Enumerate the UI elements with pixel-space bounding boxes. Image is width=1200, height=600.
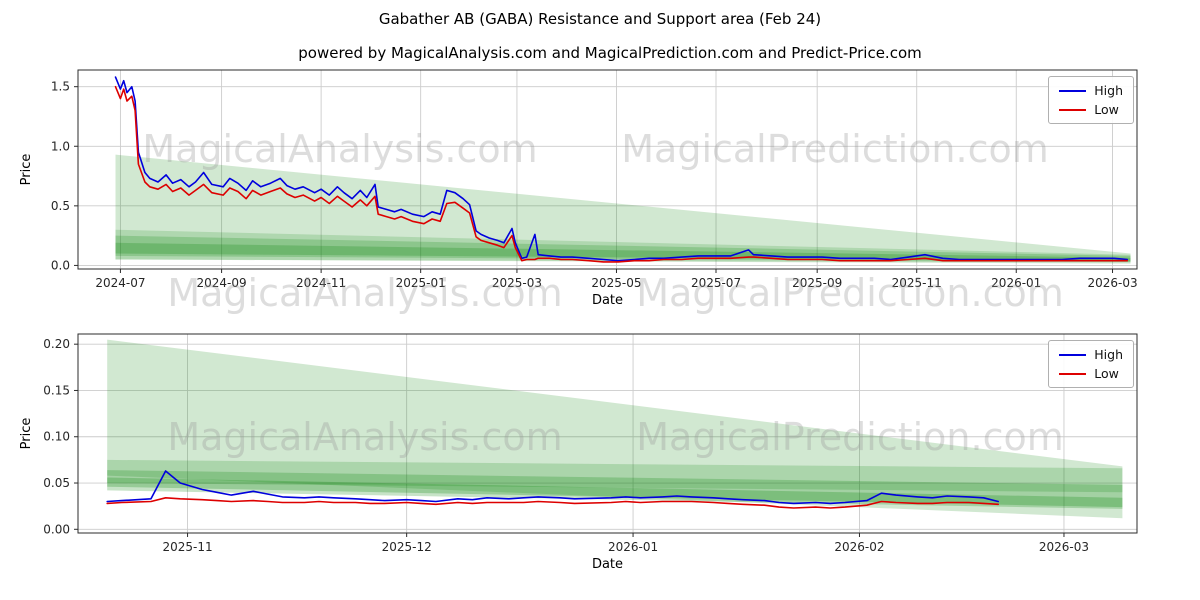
y-tick-label: 1.0 <box>51 139 70 153</box>
x-tick-label: 2026-03 <box>1039 540 1089 554</box>
legend-bottom-chart: High Low <box>1048 340 1134 388</box>
x-tick-label: 2024-09 <box>197 276 247 290</box>
figure-title: Gabather AB (GABA) Resistance and Suppor… <box>378 10 822 28</box>
x-tick-label: 2026-02 <box>834 540 884 554</box>
high-line-swatch <box>1059 89 1087 92</box>
legend-label-low: Low <box>1094 102 1119 117</box>
axis-ticks: 2024-07 2024-09 2024-11 2025-01 2025-03 2025-… <box>51 80 1138 290</box>
gridlines <box>78 334 1137 533</box>
high-line-swatch <box>1059 353 1087 356</box>
y-axis-label: Price <box>19 418 34 450</box>
low-line <box>106 496 1000 509</box>
legend-item-high: High <box>1059 345 1123 364</box>
support-resistance-bands <box>107 339 1123 519</box>
axis-ticks: 2025-11 2025-12 2026-01 2026-02 2026-03 0.00 0… <box>43 337 1089 554</box>
low-line <box>114 85 1128 263</box>
x-tick-label: 2025-07 <box>691 276 741 290</box>
subplot-top: 2024-07 2024-09 2024-11 2025-01 2025-03 2025-… <box>19 69 1138 308</box>
y-tick-label: 0.10 <box>43 430 70 444</box>
y-tick-label: 0.15 <box>43 383 70 397</box>
x-tick-label: 2024-07 <box>95 276 145 290</box>
gridlines <box>78 70 1137 269</box>
x-tick-label: 2025-09 <box>792 276 842 290</box>
legend-top-chart: High Low <box>1048 76 1134 124</box>
x-tick-label: 2026-03 <box>1087 276 1137 290</box>
high-line <box>106 470 1000 505</box>
x-axis-label: Date <box>592 293 623 308</box>
y-tick-label: 0.5 <box>51 199 70 213</box>
legend-label-low: Low <box>1094 366 1119 381</box>
y-tick-label: 0.05 <box>43 476 70 490</box>
x-tick-label: 2025-11 <box>162 540 212 554</box>
legend-label-high: High <box>1094 83 1123 98</box>
y-tick-label: 0.0 <box>51 258 70 272</box>
low-line-swatch <box>1059 108 1087 111</box>
plot-border <box>77 333 1138 534</box>
legend-item-high: High <box>1059 81 1123 100</box>
x-tick-label: 2025-11 <box>892 276 942 290</box>
y-tick-label: 0.00 <box>43 522 70 536</box>
y-tick-label: 1.5 <box>51 80 70 94</box>
low-line-swatch <box>1059 372 1087 375</box>
x-tick-label: 2025-12 <box>382 540 432 554</box>
y-tick-label: 0.20 <box>43 337 70 351</box>
figure-subtitle: powered by MagicalAnalysis.com and Magic… <box>298 44 922 62</box>
plot-border <box>77 69 1138 270</box>
high-line <box>114 76 1128 262</box>
x-tick-label: 2026-01 <box>991 276 1041 290</box>
subplot-bottom: 2025-11 2025-12 2026-01 2026-02 2026-03 0.00 0… <box>19 333 1138 572</box>
legend-item-low: Low <box>1059 364 1123 383</box>
support-resistance-bands <box>115 154 1131 264</box>
y-axis-label: Price <box>19 154 34 186</box>
x-tick-label: 2025-05 <box>591 276 641 290</box>
legend-label-high: High <box>1094 347 1123 362</box>
x-tick-label: 2025-01 <box>396 276 446 290</box>
legend-item-low: Low <box>1059 100 1123 119</box>
x-tick-label: 2026-01 <box>608 540 658 554</box>
x-tick-label: 2024-11 <box>296 276 346 290</box>
x-axis-label: Date <box>592 557 623 572</box>
x-tick-label: 2025-03 <box>492 276 542 290</box>
